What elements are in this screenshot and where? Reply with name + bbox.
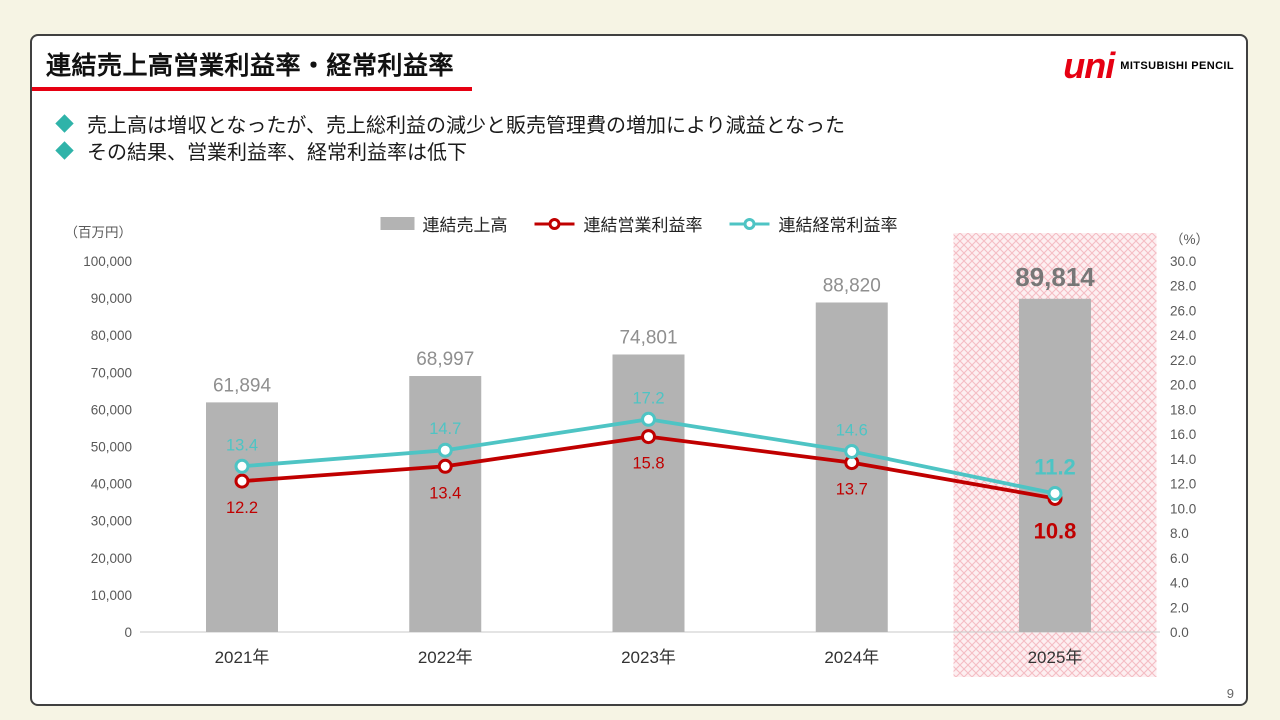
category-label: 2022年 bbox=[418, 648, 473, 667]
legend-item-ordinary-margin: 連結経常利益率 bbox=[729, 211, 898, 236]
chart-legend: 連結売上高 連結営業利益率 連結経常利益率 bbox=[380, 211, 898, 236]
bar-value-label: 61,894 bbox=[213, 375, 272, 396]
line-value-label: 17.2 bbox=[632, 389, 664, 407]
line-swatch-icon bbox=[729, 217, 770, 230]
line-marker bbox=[234, 458, 250, 474]
legend-label-sales: 連結売上高 bbox=[422, 216, 508, 235]
right-axis-tick: 2.0 bbox=[1170, 600, 1189, 615]
right-axis-tick: 16.0 bbox=[1170, 427, 1196, 442]
bar-value-label: 89,814 bbox=[1015, 262, 1095, 292]
right-axis-tick: 28.0 bbox=[1170, 279, 1196, 294]
line-value-label: 12.2 bbox=[226, 499, 258, 517]
line-marker bbox=[641, 429, 656, 445]
line-marker bbox=[437, 458, 453, 474]
left-axis-tick: 10,000 bbox=[91, 588, 132, 603]
left-axis-tick: 90,000 bbox=[91, 291, 132, 306]
diamond-icon bbox=[55, 114, 74, 133]
line-value-label: 14.7 bbox=[429, 420, 461, 438]
category-label: 2024年 bbox=[824, 648, 879, 667]
left-axis-tick: 0 bbox=[124, 625, 132, 640]
left-axis-unit: （百万円） bbox=[65, 225, 133, 240]
brand-logo: uni MITSUBISHI PENCIL bbox=[1063, 48, 1234, 84]
bullet-item: その結果、営業利益率、経常利益率は低下 bbox=[55, 137, 845, 164]
bullet-item: 売上高は増収となったが、売上総利益の減少と販売管理費の増加により減益となった bbox=[55, 110, 845, 137]
left-axis-tick: 80,000 bbox=[91, 328, 132, 343]
legend-label-ordinary-margin: 連結経常利益率 bbox=[778, 216, 898, 235]
summary-bullets: 売上高は増収となったが、売上総利益の減少と販売管理費の増加により減益となった そ… bbox=[55, 110, 845, 164]
left-axis-tick: 70,000 bbox=[91, 365, 132, 380]
right-axis-tick: 24.0 bbox=[1170, 328, 1196, 343]
legend-item-operating-margin: 連結営業利益率 bbox=[534, 211, 703, 236]
right-axis-tick: 0.0 bbox=[1170, 625, 1189, 640]
line-value-label: 13.4 bbox=[429, 484, 461, 502]
diamond-icon bbox=[55, 141, 74, 160]
left-axis-tick: 40,000 bbox=[91, 477, 132, 492]
bullet-text: その結果、営業利益率、経常利益率は低下 bbox=[87, 142, 467, 164]
mitsubishi-pencil-wordmark: MITSUBISHI PENCIL bbox=[1120, 60, 1234, 72]
bar-swatch-icon bbox=[380, 217, 415, 230]
right-axis-tick: 8.0 bbox=[1170, 526, 1189, 541]
combo-chart: （百万円） （%） 0 10,000 20,000 30,000 40,000 50,000 6… bbox=[32, 225, 1250, 683]
right-axis-tick: 22.0 bbox=[1170, 353, 1196, 368]
bar-2021年 bbox=[206, 402, 278, 632]
category-label: 2023年 bbox=[621, 648, 676, 667]
right-axis-tick: 10.0 bbox=[1170, 501, 1196, 516]
bullet-text: 売上高は増収となったが、売上総利益の減少と販売管理費の増加により減益となった bbox=[87, 115, 845, 137]
bar-2023年 bbox=[612, 354, 685, 632]
right-axis-tick: 14.0 bbox=[1170, 452, 1196, 467]
left-axis-tick: 30,000 bbox=[91, 514, 132, 529]
line-marker bbox=[437, 442, 453, 458]
slide-card: 連結売上高営業利益率・経常利益率 uni MITSUBISHI PENCIL 売… bbox=[30, 34, 1248, 706]
bar-value-label: 74,801 bbox=[619, 327, 677, 348]
category-label: 2025年 bbox=[1028, 648, 1083, 667]
line-value-label: 15.8 bbox=[632, 455, 664, 473]
legend-item-sales: 連結売上高 bbox=[380, 211, 508, 236]
line-value-label: 10.8 bbox=[1034, 518, 1077, 543]
legend-label-operating-margin: 連結営業利益率 bbox=[583, 216, 703, 235]
line-marker bbox=[641, 411, 656, 427]
right-axis-tick: 30.0 bbox=[1170, 254, 1196, 269]
line-value-label: 14.6 bbox=[836, 421, 868, 439]
right-axis-tick: 26.0 bbox=[1170, 303, 1196, 318]
left-axis-tick: 20,000 bbox=[91, 551, 132, 566]
page-number: 9 bbox=[1226, 686, 1234, 701]
page-title: 連結売上高営業利益率・経常利益率 bbox=[46, 52, 455, 80]
bar-2022年 bbox=[409, 376, 482, 632]
line-marker bbox=[1047, 485, 1063, 501]
bar-value-label: 68,997 bbox=[416, 349, 474, 370]
line-value-label: 11.2 bbox=[1034, 454, 1076, 479]
bar-value-label: 88,820 bbox=[823, 275, 881, 296]
right-axis-tick: 6.0 bbox=[1170, 551, 1189, 566]
line-marker bbox=[234, 473, 250, 489]
uni-logo: uni bbox=[1063, 45, 1115, 86]
right-axis-tick: 12.0 bbox=[1170, 477, 1196, 492]
left-axis-tick: 50,000 bbox=[91, 440, 132, 455]
right-axis-tick: 20.0 bbox=[1170, 378, 1196, 393]
right-axis-unit: （%） bbox=[1170, 232, 1209, 247]
combo-chart-svg: （百万円） （%） 0 10,000 20,000 30,000 40,000 50,000 6… bbox=[65, 225, 1209, 677]
line-value-label: 13.7 bbox=[836, 481, 868, 499]
title-underline bbox=[32, 87, 472, 91]
left-axis-tick: 100,000 bbox=[83, 254, 132, 269]
category-label: 2021年 bbox=[215, 648, 270, 667]
left-axis-tick: 60,000 bbox=[91, 402, 132, 417]
line-swatch-icon bbox=[534, 217, 575, 230]
bar-2025年 bbox=[1019, 298, 1091, 632]
right-axis-tick: 18.0 bbox=[1170, 402, 1196, 417]
line-marker bbox=[844, 443, 860, 459]
right-axis-tick: 4.0 bbox=[1170, 576, 1189, 591]
line-value-label: 13.4 bbox=[226, 436, 258, 454]
